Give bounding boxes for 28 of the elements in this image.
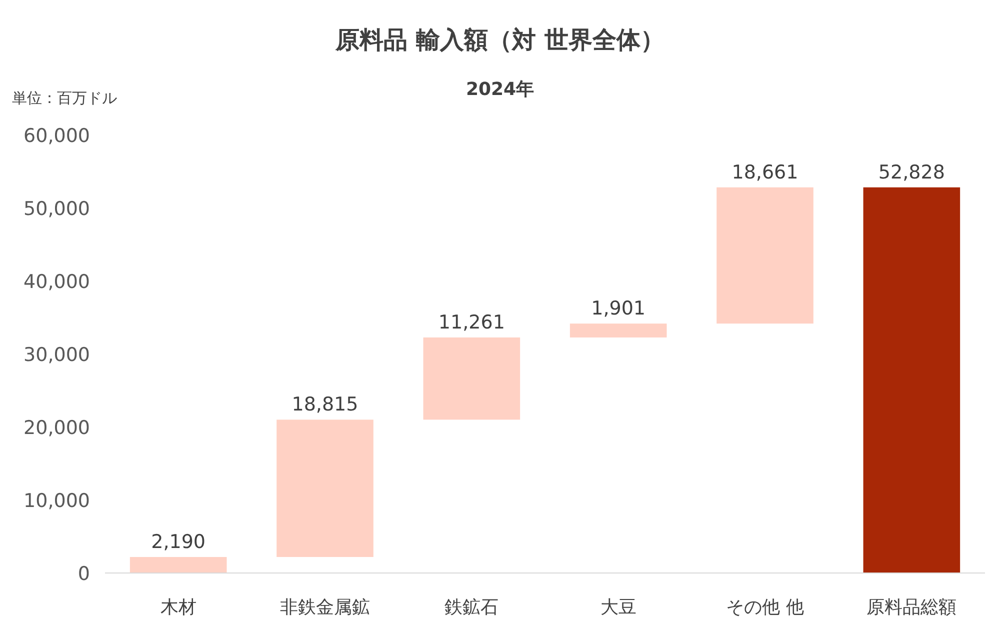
y-tick-label: 0 — [78, 563, 90, 585]
data-label: 18,815 — [292, 394, 358, 416]
text: 単位：百万ドル — [12, 89, 117, 107]
x-tick-label: 原料品総額 — [866, 597, 957, 618]
chart-subtitle: 2024年 — [466, 79, 534, 100]
data-label: 11,261 — [438, 311, 505, 334]
y-tick-label: 20,000 — [24, 417, 90, 439]
bar — [130, 557, 227, 573]
data-label: 52,828 — [878, 161, 945, 184]
bar — [276, 420, 374, 558]
y-tick-label: 50,000 — [24, 198, 90, 220]
chart-title: 原料品 輸入額（対 世界全体） — [334, 26, 664, 54]
data-label: 2,190 — [151, 531, 206, 554]
bar — [570, 324, 667, 338]
y-tick-label: 30,000 — [24, 344, 90, 366]
x-tick-label: 非鉄金属鉱 — [280, 597, 370, 618]
data-label: 1,901 — [591, 298, 646, 320]
bar — [716, 187, 814, 324]
bar — [863, 187, 960, 573]
x-tick-label: 大豆 — [600, 597, 636, 618]
y-tick-label: 10,000 — [24, 490, 90, 512]
bar — [423, 337, 520, 420]
x-tick-label: その他 他 — [726, 597, 804, 618]
data-label: 18,661 — [732, 161, 798, 184]
x-tick-label: 鉄鉱石 — [444, 597, 499, 618]
y-tick-label: 60,000 — [24, 125, 90, 147]
y-tick-label: 40,000 — [24, 271, 90, 293]
x-tick-label: 木材 — [160, 597, 196, 618]
